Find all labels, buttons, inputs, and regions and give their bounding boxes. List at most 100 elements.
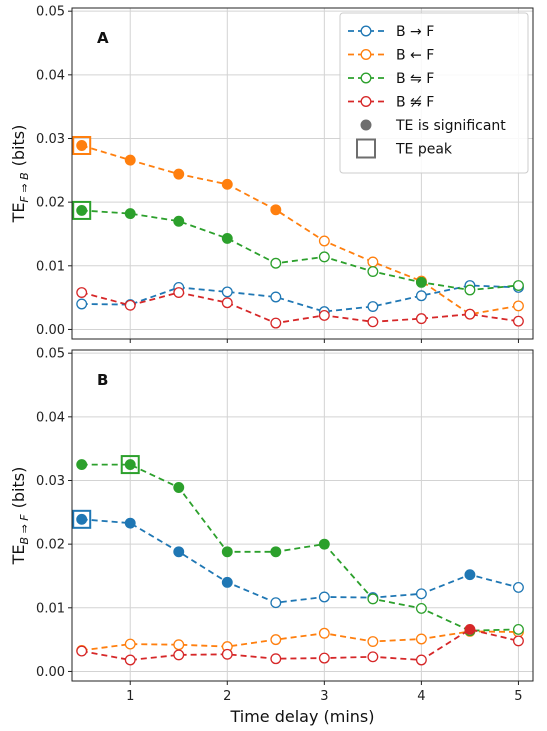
data-point: [124, 299, 136, 311]
data-point: [124, 654, 136, 666]
peak-marker: [72, 135, 92, 155]
data-point: [367, 651, 379, 663]
x-tick-label: 1: [126, 689, 134, 704]
series-line: [81, 291, 519, 325]
x-tick-label: 2: [223, 689, 231, 704]
y-label-main: TE: [9, 544, 28, 565]
data-point: [76, 298, 88, 310]
legend-peak-marker: [356, 138, 376, 159]
y-tick-label: 0.05: [36, 347, 65, 362]
data-point: [512, 635, 524, 647]
peak-marker: [72, 509, 92, 529]
panel-label: B: [97, 371, 108, 389]
peak-marker: [72, 200, 92, 220]
data-point: [270, 317, 282, 329]
data-point: [173, 215, 185, 227]
data-point: [318, 591, 330, 603]
legend-marker: [360, 25, 372, 37]
legend-label: B ← F: [396, 48, 434, 64]
data-point: [318, 251, 330, 263]
plot-frame: [71, 7, 534, 340]
data-point: [173, 639, 185, 651]
data-point: [270, 546, 282, 558]
series-line: [81, 630, 519, 652]
data-point: [415, 313, 427, 325]
data-point: [173, 546, 185, 558]
series-0: [76, 280, 524, 318]
series-2: [76, 455, 524, 637]
data-point: [124, 459, 136, 471]
y-tick-label: 0.03: [36, 474, 65, 489]
data-point: [76, 287, 88, 298]
data-point: [512, 315, 524, 327]
data-point: [464, 569, 476, 581]
legend: B → F B ← F B ⇋ F B ⇋̸ F TE is significant TE…: [339, 12, 529, 174]
series-2: [72, 200, 524, 296]
data-point: [512, 300, 524, 312]
y-tick-label: 0.00: [36, 665, 65, 680]
panel-B: 0.00 0.01 0.02 0.03 0.04 0.05 1 2 3 4 5 B TEB ⇒ F (bi…: [9, 347, 534, 726]
data-point: [318, 235, 330, 247]
data-point: [415, 633, 427, 645]
series-0: [72, 509, 524, 609]
y-label-unit: (bits): [9, 467, 28, 509]
data-point: [173, 287, 185, 298]
peak-marker: [120, 455, 140, 475]
legend-label: TE is significant: [395, 118, 506, 134]
data-point: [173, 168, 185, 180]
data-point: [221, 232, 233, 244]
y-tick-label: 0.02: [36, 196, 65, 211]
series-line: [81, 628, 519, 661]
series-line: [81, 463, 519, 632]
x-axis-label: Time delay (mins): [229, 707, 374, 726]
data-point: [318, 652, 330, 664]
legend-box: [339, 12, 529, 174]
legend-label: B ⇋̸ F: [396, 95, 434, 111]
y-tick-label: 0.04: [36, 410, 65, 425]
series-3: [76, 287, 524, 329]
data-point: [464, 623, 476, 635]
data-point: [464, 308, 476, 320]
legend-marker: [360, 72, 372, 84]
data-point: [415, 290, 427, 302]
data-point: [367, 316, 379, 328]
data-point: [270, 204, 282, 216]
data-point: [221, 178, 233, 190]
legend-marker: [360, 49, 372, 60]
data-point: [221, 297, 233, 309]
panel-label: A: [97, 29, 109, 47]
plot-frame: [71, 349, 534, 682]
series-line: [81, 284, 519, 313]
data-point: [221, 576, 233, 588]
series-line: [81, 144, 519, 316]
legend-label: B ⇋ F: [396, 71, 434, 87]
data-point: [512, 280, 524, 291]
y-tick-label: 0.01: [36, 259, 65, 274]
data-point: [270, 653, 282, 665]
y-tick-label: 0.02: [36, 538, 65, 553]
data-point: [367, 266, 379, 277]
data-point: [318, 538, 330, 550]
data-point: [270, 291, 282, 303]
x-tick-label: 5: [514, 689, 522, 704]
data-point: [221, 286, 233, 298]
data-point: [173, 649, 185, 661]
y-axis-label: TEF ⇒ B (bits): [9, 125, 31, 224]
data-point: [512, 581, 524, 593]
data-point: [76, 645, 88, 657]
data-point: [76, 204, 88, 216]
data-point: [367, 256, 379, 268]
x-tick-label: 4: [417, 689, 425, 704]
data-point: [76, 459, 88, 471]
series-line: [81, 209, 519, 291]
legend-label: TE peak: [395, 142, 453, 158]
legend-significant-marker: [360, 119, 372, 131]
legend-marker: [360, 96, 372, 107]
data-point: [270, 597, 282, 609]
y-tick-label: 0.05: [36, 5, 65, 20]
data-point: [415, 588, 427, 600]
data-point: [221, 648, 233, 660]
y-label-main: TE: [9, 202, 28, 223]
x-tick-label: 3: [320, 689, 328, 704]
